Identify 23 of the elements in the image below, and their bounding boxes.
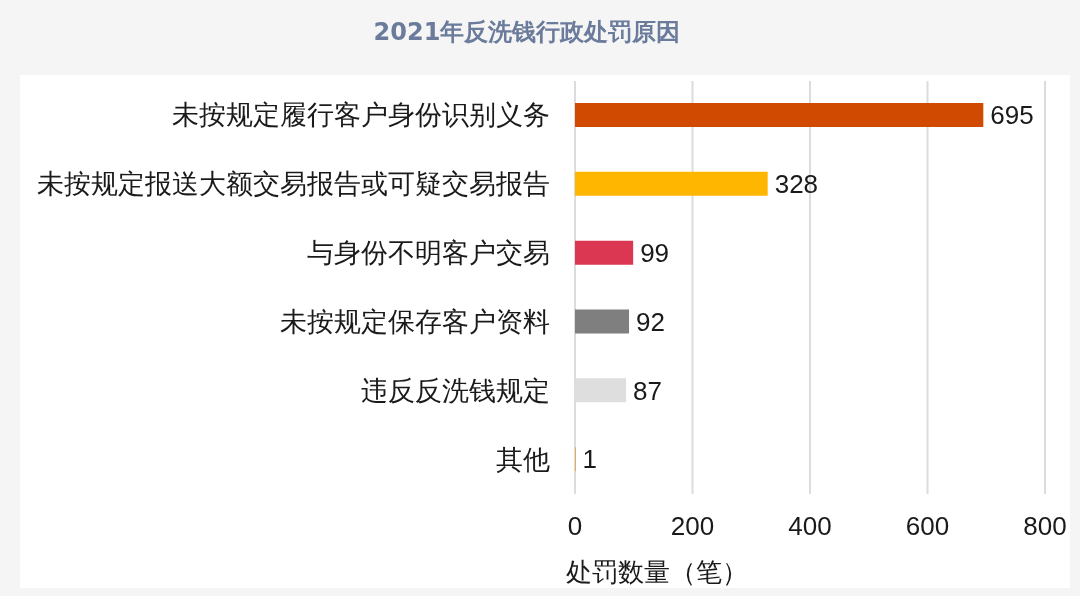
- x-tick-label: 400: [788, 511, 832, 542]
- y-tick-label: 违反反洗钱规定: [361, 375, 550, 406]
- x-tick-label: 800: [1023, 511, 1067, 542]
- x-tick-label: 600: [905, 511, 950, 542]
- y-tick-label: 其他: [496, 444, 550, 475]
- bar: [575, 309, 630, 334]
- chart-title: 2021年反洗钱行政处罚原因: [372, 17, 682, 47]
- bar: [575, 103, 984, 127]
- y-tick-label: 未按规定报送大额交易报告或可疑交易报告: [37, 169, 550, 200]
- data-label: 99: [640, 237, 670, 268]
- x-axis-title: 处罚数量（笔）: [566, 557, 748, 587]
- bar: [575, 240, 634, 265]
- data-label: 87: [633, 375, 663, 406]
- x-tick-label: 0: [567, 511, 583, 542]
- y-tick-label: 未按规定履行客户身份识别义务: [172, 100, 550, 131]
- bar: [575, 171, 768, 196]
- data-label: 328: [774, 169, 819, 200]
- x-tick-label: 200: [670, 511, 715, 542]
- data-label: 1: [582, 444, 598, 475]
- y-tick-label: 未按规定保存客户资料: [280, 306, 550, 337]
- data-label: 695: [990, 100, 1034, 131]
- data-label: 92: [636, 306, 665, 337]
- y-tick-label: 与身份不明客户交易: [307, 238, 550, 269]
